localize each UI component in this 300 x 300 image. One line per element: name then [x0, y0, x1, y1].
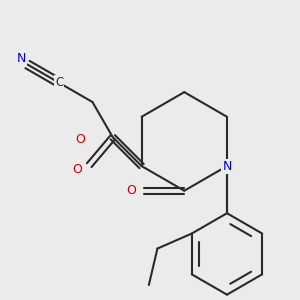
Text: O: O — [126, 184, 136, 197]
Text: C: C — [55, 76, 63, 89]
Text: N: N — [16, 52, 26, 64]
Text: O: O — [76, 133, 85, 146]
Text: N: N — [222, 160, 232, 172]
Text: O: O — [72, 163, 82, 176]
